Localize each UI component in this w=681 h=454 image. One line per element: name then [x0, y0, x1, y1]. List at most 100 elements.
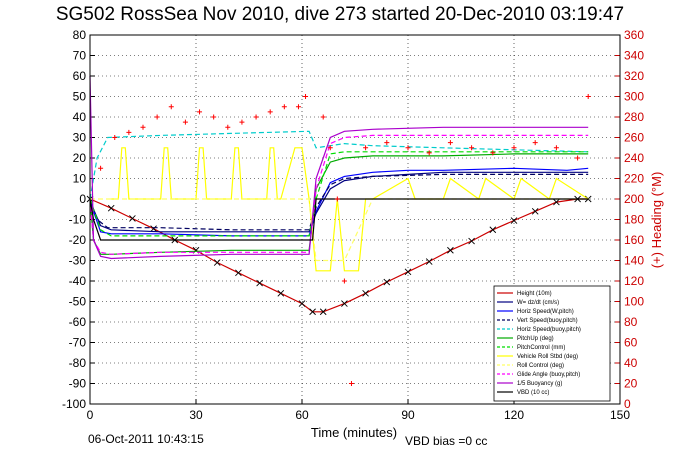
y-tick-label: -100 — [62, 397, 86, 411]
right-axis: 0 20 40 60 80 100 120 140 160 180 200 220 240 260 280 3… — [615, 28, 644, 411]
y-tick-label: 70 — [73, 49, 87, 63]
y-tick-label: 30 — [73, 131, 87, 145]
x-tick-label: 120 — [504, 408, 524, 422]
y-tick-label: -30 — [69, 254, 87, 268]
legend: Height (10m) W= dz/dt (cm/s) Horiz Speed(W… — [493, 285, 611, 402]
heading-marker — [303, 94, 309, 99]
height-marker — [404, 268, 412, 276]
legend-box — [493, 285, 611, 402]
series-line-6 — [89, 151, 589, 237]
height-marker — [277, 289, 285, 297]
height-marker — [309, 308, 316, 316]
legend-item-label: PitchControl (mm) — [517, 345, 565, 351]
height-marker — [213, 259, 221, 266]
right-tick-label: 0 — [624, 397, 631, 411]
right-tick-label: 100 — [624, 295, 644, 309]
height-marker — [489, 226, 497, 234]
height-marker — [447, 246, 454, 254]
heading-marker — [197, 109, 203, 115]
height-marker — [256, 279, 263, 287]
height-marker — [362, 289, 369, 297]
x-tick-label: 0 — [87, 408, 94, 422]
legend-item-label: Height (10m) — [517, 291, 552, 297]
right-tick-label: 280 — [624, 110, 644, 124]
heading-marker — [532, 140, 538, 146]
x-tick-label: 30 — [189, 408, 203, 422]
legend-item-label: 1/5 Buoyancy (g) — [517, 381, 562, 387]
legend-item-label: Glide Angle (buoy,pitch) — [517, 372, 580, 378]
heading-marker — [575, 155, 581, 161]
y-tick-label: 10 — [73, 172, 87, 186]
y-tick-label: -20 — [69, 233, 87, 247]
height-marker — [129, 215, 136, 222]
right-tick-label: 320 — [624, 69, 644, 83]
heading-marker — [112, 135, 118, 140]
height-marker — [298, 300, 306, 307]
heading-marker — [348, 381, 354, 386]
heading-marker — [341, 278, 347, 284]
right-tick-label: 300 — [624, 90, 644, 104]
heading-marker — [168, 104, 174, 110]
heading-marker — [140, 124, 146, 130]
height-marker — [341, 300, 348, 307]
heading-marker — [126, 129, 132, 135]
footer-timestamp: 06-Oct-2011 10:43:15 — [88, 432, 204, 446]
heading-marker — [384, 140, 390, 146]
series-line-11 — [89, 198, 589, 241]
right-tick-label: 160 — [624, 233, 644, 247]
series-line-10 — [89, 75, 589, 260]
y-tick-label: 50 — [73, 90, 87, 104]
height-marker — [510, 217, 518, 224]
right-tick-label: 200 — [624, 192, 644, 206]
x-tick-label: 60 — [295, 408, 309, 422]
heading-marker — [447, 140, 453, 146]
legend-item-label: W= dz/dt (cm/s) — [517, 300, 559, 306]
heading-marker — [490, 150, 496, 156]
heading-marker — [334, 196, 340, 202]
right-tick-label: 140 — [624, 254, 644, 268]
series-line-0 — [89, 198, 589, 313]
series-group — [86, 75, 592, 386]
y-tick-label: -90 — [69, 377, 87, 391]
heading-marker — [154, 114, 160, 120]
height-marker — [107, 204, 115, 212]
height-marker — [425, 258, 433, 265]
right-tick-label: 260 — [624, 131, 644, 145]
series-line-8 — [90, 198, 589, 262]
series-line-3 — [89, 173, 589, 231]
right-tick-label: 240 — [624, 151, 644, 165]
x-axis: 0 30 60 90 120 150 — [87, 399, 630, 422]
heading-marker — [281, 104, 287, 110]
height-marker — [531, 207, 539, 215]
y-tick-label: 60 — [73, 69, 87, 83]
heading-marker — [511, 145, 517, 151]
heading-marker — [553, 145, 559, 151]
left-axis: -100-90-80-70-60-50-40-30-20-10010203040… — [62, 28, 95, 411]
legend-item-label: Roll Control (deg) — [517, 363, 564, 369]
legend-item-label: Vert Speed(buoy,pitch) — [517, 318, 578, 324]
legend-item-label: PitchUp (deg) — [517, 336, 554, 342]
heading-marker — [267, 109, 273, 115]
heading-marker — [239, 119, 245, 125]
height-marker — [468, 237, 475, 245]
height-marker — [319, 308, 327, 316]
series-line-4 — [89, 130, 589, 200]
y-tick-label: -60 — [69, 315, 87, 329]
heading-marker — [253, 114, 259, 120]
heading-marker — [211, 114, 217, 120]
y-tick-label: 0 — [79, 192, 86, 206]
series-line-5 — [89, 153, 589, 255]
right-tick-label: 180 — [624, 213, 644, 227]
height-marker — [235, 269, 242, 277]
legend-item-label: Vehicle Roll Stbd (deg) — [517, 354, 578, 360]
right-tick-label: 40 — [624, 356, 638, 370]
y-tick-label: 20 — [73, 151, 87, 165]
heading-marker — [585, 94, 591, 99]
heading-marker — [327, 145, 333, 151]
chart-title: SG502 RossSea Nov 2010, dive 273 started… — [56, 4, 624, 25]
heading-marker — [363, 145, 369, 151]
right-tick-label: 20 — [624, 377, 638, 391]
height-marker — [383, 278, 391, 286]
y-tick-label: 40 — [73, 110, 87, 124]
right-axis-label: (+) Heading (°M) — [649, 172, 664, 269]
